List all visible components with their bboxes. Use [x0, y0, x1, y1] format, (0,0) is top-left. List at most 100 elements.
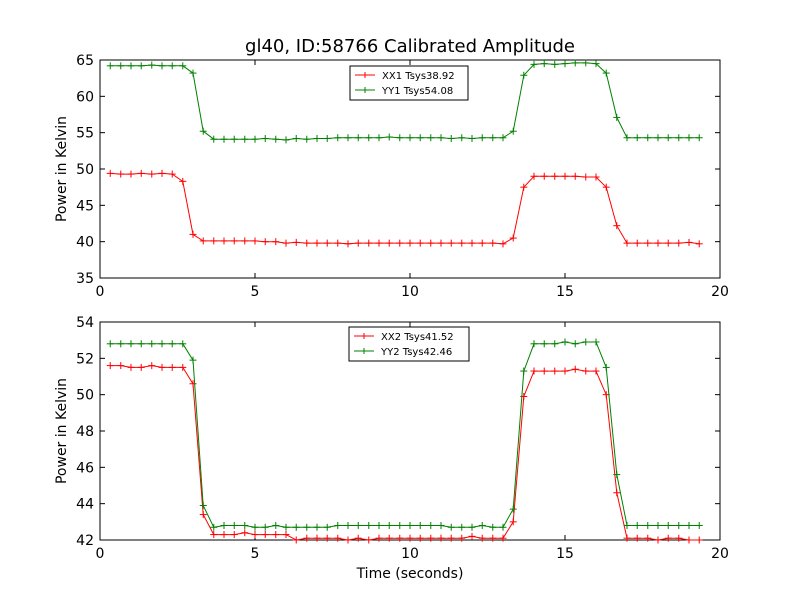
- data-point: [344, 240, 352, 248]
- y-tick-label: 48: [76, 424, 94, 440]
- data-point: [478, 134, 486, 142]
- legend-label: YY1 Tsys54.08: [381, 86, 453, 97]
- data-point: [158, 169, 166, 177]
- series-line: [110, 62, 700, 141]
- data-point: [478, 534, 486, 542]
- x-axis-label: Time (seconds): [356, 566, 464, 582]
- data-point: [396, 534, 404, 542]
- data-point: [685, 134, 693, 142]
- data-point: [468, 134, 476, 142]
- data-point: [644, 134, 652, 142]
- data-point: [685, 238, 693, 246]
- data-point: [582, 367, 590, 375]
- data-point: [365, 239, 373, 247]
- data-point: [582, 59, 590, 67]
- data-point: [551, 60, 559, 68]
- data-point: [685, 536, 693, 544]
- y-tick-label: 52: [76, 351, 94, 367]
- data-point: [334, 134, 342, 142]
- data-point: [365, 536, 373, 544]
- data-point: [220, 135, 228, 143]
- data-point: [499, 534, 507, 542]
- y-tick-label: 54: [76, 315, 94, 331]
- data-point: [261, 238, 269, 246]
- data-point: [509, 234, 517, 242]
- data-point: [447, 523, 455, 531]
- legend-entry: XX2 Tsys41.52: [354, 332, 454, 343]
- data-point: [458, 239, 466, 247]
- legend: XX1 Tsys38.92 YY1 Tsys54.08: [349, 65, 469, 101]
- data-point: [561, 60, 569, 68]
- data-point: [623, 521, 631, 529]
- data-point: [613, 489, 621, 497]
- x-tick-label: 0: [96, 284, 105, 300]
- data-point: [230, 237, 238, 245]
- data-point: [571, 172, 579, 180]
- data-point: [334, 521, 342, 529]
- data-point: [695, 521, 703, 529]
- data-point: [654, 134, 662, 142]
- data-point: [530, 172, 538, 180]
- data-point: [385, 521, 393, 529]
- y-tick-label: 42: [76, 533, 94, 549]
- data-point: [664, 239, 672, 247]
- data-point: [220, 531, 228, 539]
- data-point: [251, 135, 259, 143]
- x-tick-label: 0: [96, 546, 105, 562]
- data-point: [354, 134, 362, 142]
- data-point: [571, 340, 579, 348]
- data-point: [437, 521, 445, 529]
- data-point: [551, 367, 559, 375]
- data-point: [695, 536, 703, 544]
- data-point: [261, 523, 269, 531]
- data-point: [458, 534, 466, 542]
- y-tick-label: 65: [76, 53, 94, 69]
- x-tick-label: 10: [401, 284, 419, 300]
- data-point: [520, 71, 528, 79]
- data-point: [675, 534, 683, 542]
- data-point: [106, 340, 114, 348]
- y-axis-label: Power in Kelvin: [54, 116, 70, 222]
- y-tick-label: 46: [76, 460, 94, 476]
- data-point: [106, 362, 114, 370]
- bottom-subplot: 0 5 10 15 20 42 44 46 48 50 52 54 Power in Kelvin XX2…: [54, 315, 729, 562]
- data-point: [437, 134, 445, 142]
- data-point: [468, 523, 476, 531]
- legend-box: [348, 326, 470, 362]
- x-tick-label: 20: [711, 546, 729, 562]
- data-point: [251, 523, 259, 531]
- data-point: [509, 127, 517, 135]
- data-point: [168, 363, 176, 371]
- data-point: [168, 62, 176, 70]
- data-point: [592, 173, 600, 181]
- data-point: [199, 127, 207, 135]
- data-point: [458, 523, 466, 531]
- data-point: [530, 367, 538, 375]
- data-point: [179, 363, 187, 371]
- data-point: [571, 365, 579, 373]
- data-point: [633, 534, 641, 542]
- data-point: [654, 536, 662, 544]
- series-line: [110, 341, 700, 528]
- data-point: [127, 170, 135, 178]
- data-point: [664, 521, 672, 529]
- data-point: [323, 523, 331, 531]
- data-point: [179, 340, 187, 348]
- data-point: [158, 62, 166, 70]
- data-point: [313, 523, 321, 531]
- data-point: [148, 170, 156, 178]
- data-point: [375, 239, 383, 247]
- data-point: [292, 523, 300, 531]
- data-point: [654, 239, 662, 247]
- data-point: [241, 521, 249, 529]
- legend-box: [349, 65, 469, 101]
- x-tick-label: 15: [556, 546, 574, 562]
- legend-label: YY2 Tsys42.46: [380, 347, 452, 358]
- data-point: [375, 134, 383, 142]
- data-point: [127, 363, 135, 371]
- x-tick-label: 20: [711, 284, 729, 300]
- data-point: [447, 134, 455, 142]
- data-point: [447, 239, 455, 247]
- data-point: [189, 380, 197, 388]
- data-point: [437, 534, 445, 542]
